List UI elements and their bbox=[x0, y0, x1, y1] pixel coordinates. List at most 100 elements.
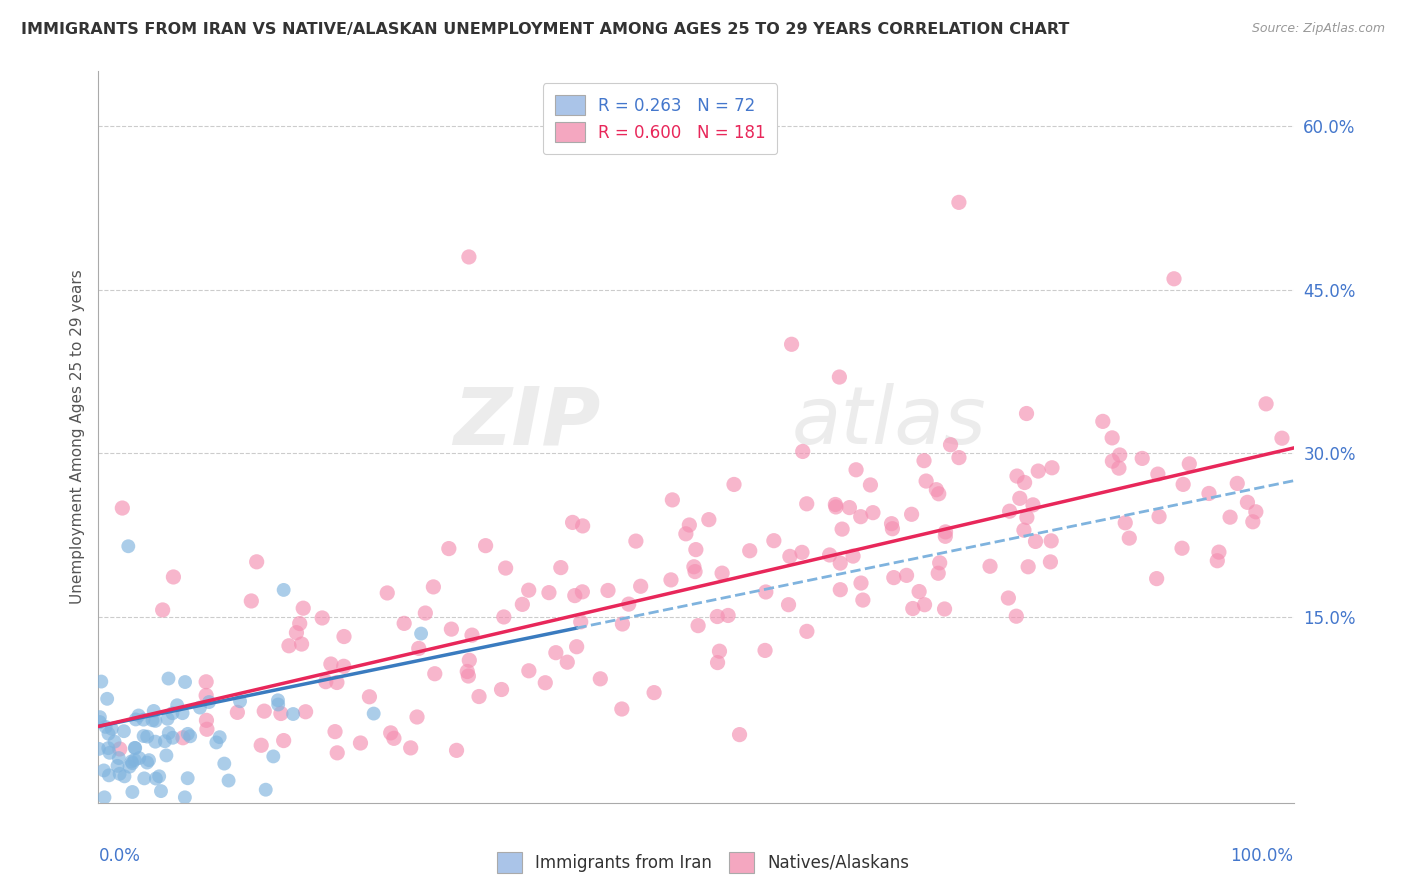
Point bbox=[461, 628, 484, 642]
Point bbox=[240, 594, 263, 608]
Point bbox=[1024, 534, 1046, 549]
Point bbox=[176, 771, 198, 785]
Point bbox=[778, 598, 800, 612]
Point bbox=[830, 556, 852, 570]
Point bbox=[458, 250, 481, 264]
Point bbox=[254, 782, 277, 797]
Point bbox=[124, 740, 146, 755]
Point bbox=[359, 690, 381, 704]
Point bbox=[132, 713, 155, 727]
Point bbox=[979, 559, 1001, 574]
Point bbox=[948, 195, 970, 210]
Point bbox=[179, 729, 201, 743]
Point bbox=[912, 453, 935, 467]
Point bbox=[93, 764, 115, 778]
Point bbox=[100, 722, 122, 736]
Point bbox=[1022, 498, 1045, 512]
Point bbox=[349, 736, 371, 750]
Point bbox=[738, 543, 761, 558]
Point bbox=[108, 767, 131, 781]
Point bbox=[997, 591, 1019, 605]
Point bbox=[838, 500, 860, 515]
Point bbox=[1178, 457, 1201, 471]
Point bbox=[624, 534, 647, 549]
Text: Source: ZipAtlas.com: Source: ZipAtlas.com bbox=[1251, 22, 1385, 36]
Point bbox=[596, 583, 619, 598]
Point bbox=[382, 731, 405, 746]
Point bbox=[792, 444, 814, 458]
Point bbox=[1114, 516, 1136, 530]
Point bbox=[288, 616, 311, 631]
Point bbox=[98, 746, 121, 760]
Point bbox=[148, 769, 170, 783]
Point bbox=[141, 713, 163, 727]
Point bbox=[1254, 397, 1277, 411]
Point bbox=[630, 579, 652, 593]
Point bbox=[780, 337, 803, 351]
Point bbox=[124, 741, 146, 756]
Point bbox=[474, 539, 496, 553]
Point bbox=[1118, 531, 1140, 545]
Point bbox=[828, 370, 851, 384]
Point bbox=[408, 641, 430, 656]
Point bbox=[517, 664, 540, 678]
Point bbox=[928, 487, 950, 501]
Point bbox=[195, 723, 218, 737]
Point bbox=[326, 746, 349, 760]
Point bbox=[534, 675, 557, 690]
Point bbox=[132, 729, 155, 743]
Point bbox=[571, 585, 593, 599]
Point bbox=[754, 643, 776, 657]
Point bbox=[495, 561, 517, 575]
Point bbox=[678, 518, 700, 533]
Point bbox=[112, 724, 135, 739]
Text: atlas: atlas bbox=[792, 384, 987, 461]
Legend: Immigrants from Iran, Natives/Alaskans: Immigrants from Iran, Natives/Alaskans bbox=[491, 846, 915, 880]
Point bbox=[128, 751, 150, 765]
Point bbox=[1130, 451, 1153, 466]
Point bbox=[796, 497, 818, 511]
Point bbox=[683, 559, 706, 574]
Point bbox=[273, 582, 295, 597]
Point bbox=[440, 622, 463, 636]
Point bbox=[852, 593, 875, 607]
Point bbox=[468, 690, 491, 704]
Point bbox=[1040, 460, 1063, 475]
Point bbox=[1147, 509, 1170, 524]
Point bbox=[103, 734, 125, 748]
Point bbox=[1271, 431, 1294, 445]
Point bbox=[537, 585, 560, 599]
Point bbox=[659, 573, 682, 587]
Point bbox=[571, 519, 593, 533]
Point bbox=[458, 653, 481, 667]
Point bbox=[107, 759, 129, 773]
Point bbox=[928, 556, 950, 570]
Point bbox=[762, 533, 785, 548]
Point bbox=[925, 483, 948, 497]
Point bbox=[610, 702, 633, 716]
Point bbox=[437, 541, 460, 556]
Point bbox=[612, 617, 634, 632]
Point bbox=[294, 705, 316, 719]
Point bbox=[688, 618, 710, 632]
Point bbox=[96, 691, 118, 706]
Point bbox=[883, 571, 905, 585]
Text: ZIP: ZIP bbox=[453, 384, 600, 461]
Point bbox=[683, 565, 706, 579]
Point bbox=[98, 768, 121, 782]
Point bbox=[90, 674, 112, 689]
Point bbox=[1039, 555, 1062, 569]
Point bbox=[315, 674, 337, 689]
Point bbox=[818, 548, 841, 562]
Point bbox=[411, 626, 433, 640]
Point bbox=[278, 639, 301, 653]
Point bbox=[555, 655, 578, 669]
Point bbox=[830, 582, 852, 597]
Point bbox=[862, 506, 884, 520]
Point bbox=[457, 669, 479, 683]
Point bbox=[117, 539, 139, 553]
Point bbox=[934, 602, 956, 616]
Point bbox=[796, 624, 818, 639]
Point bbox=[1015, 510, 1038, 524]
Point bbox=[755, 585, 778, 599]
